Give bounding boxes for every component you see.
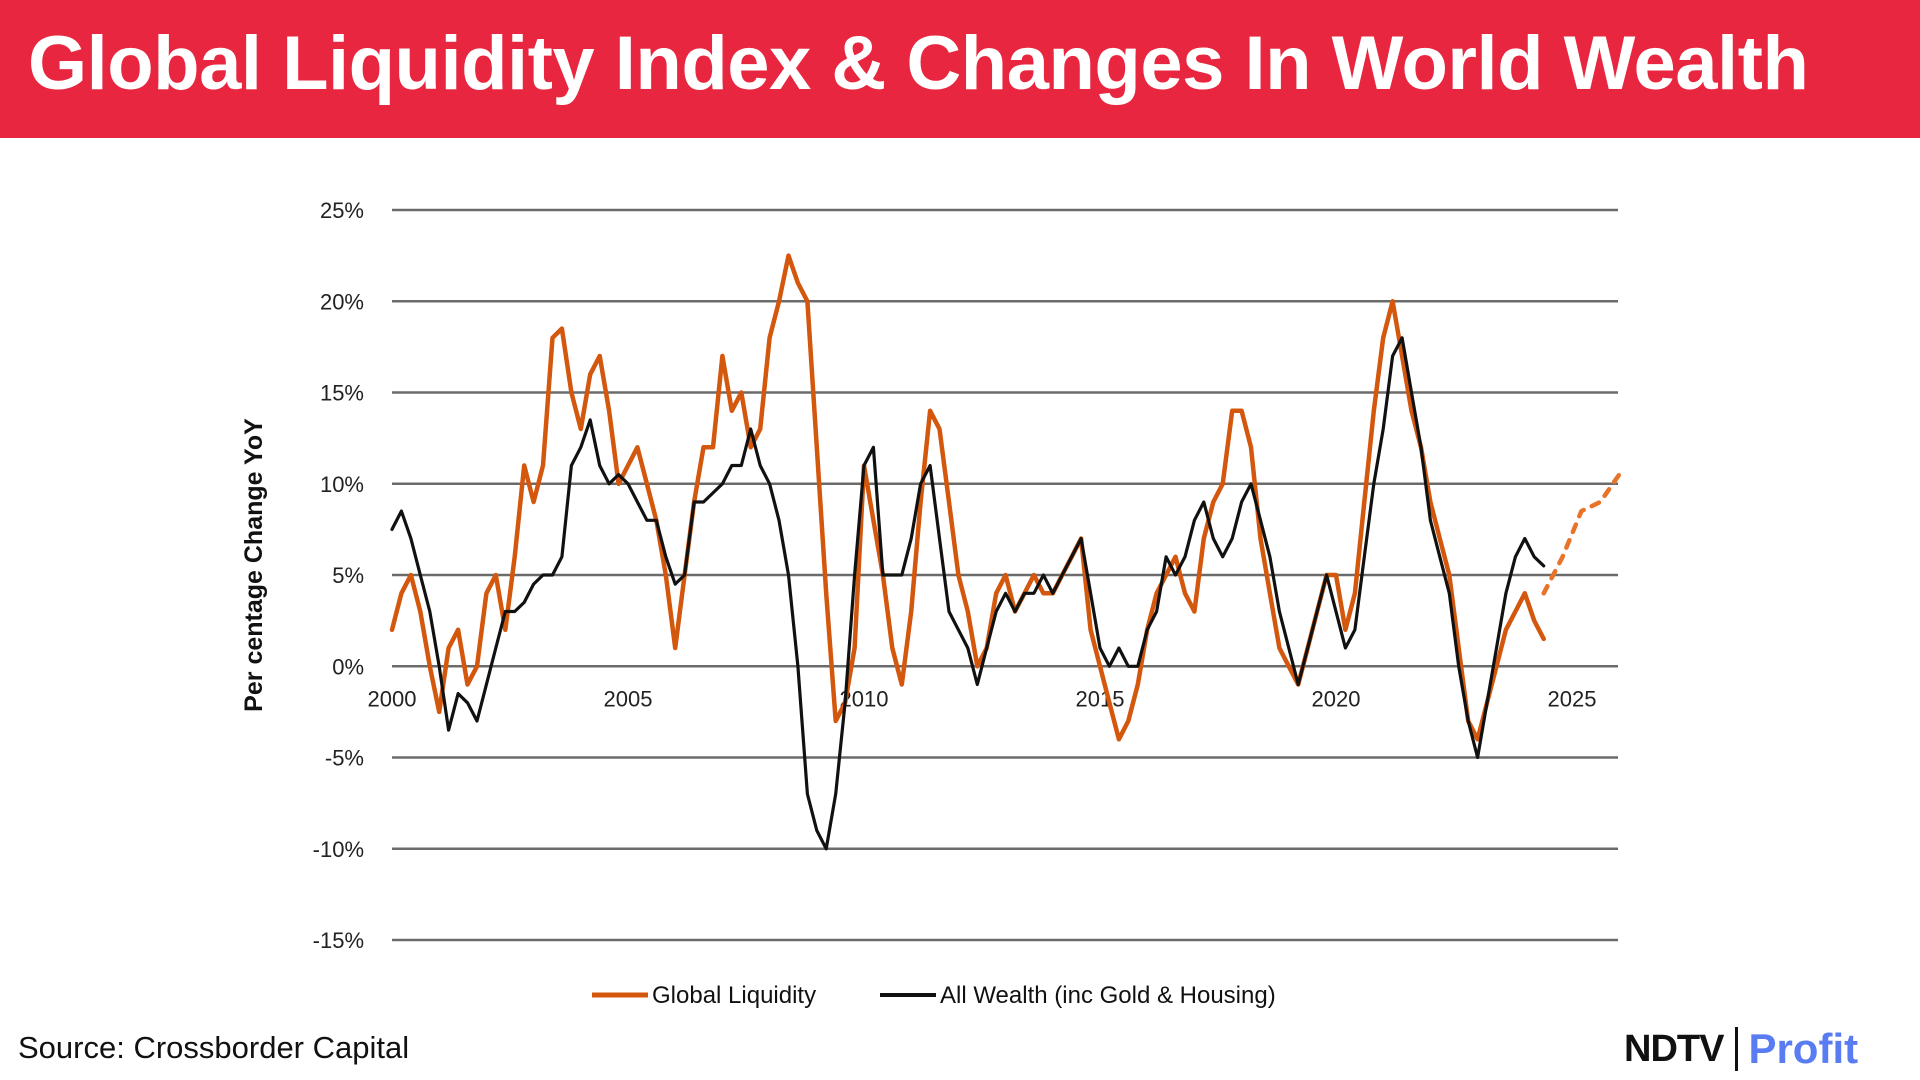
logo-ndtv: NDTV xyxy=(1624,1027,1724,1070)
y-tick-label: -10% xyxy=(313,837,364,862)
source-note: Source: Crossborder Capital xyxy=(18,1030,410,1065)
x-axis-ticks: 2000 2005 2010 2015 2020 2025 xyxy=(368,686,1597,711)
legend-label-global-liquidity: Global Liquidity xyxy=(652,982,816,1009)
logo-divider xyxy=(1735,1027,1739,1071)
x-tick-label: 2000 xyxy=(368,686,417,711)
x-tick-label: 2005 xyxy=(604,686,653,711)
chart-legend: Global Liquidity All Wealth (inc Gold & H… xyxy=(592,982,1276,1009)
y-tick-label: 20% xyxy=(320,289,364,314)
chart-grid xyxy=(392,208,1618,942)
y-tick-label: 5% xyxy=(332,563,364,588)
x-tick-label: 2020 xyxy=(1312,686,1361,711)
y-axis-label: Per centage Change YoY xyxy=(240,418,268,712)
y-tick-label: 0% xyxy=(332,654,364,679)
page-title: Global Liquidity Index & Changes In Worl… xyxy=(28,21,1809,106)
y-axis-ticks: 25% 20% 15% 10% 5% 0% -5% -10% -15% xyxy=(313,198,364,953)
all-wealth-line xyxy=(390,336,1546,851)
legend-label-all-wealth: All Wealth (inc Gold & Housing) xyxy=(940,982,1276,1009)
y-tick-label: -15% xyxy=(313,928,364,953)
x-tick-label: 2015 xyxy=(1076,686,1125,711)
logo-profit: Profit xyxy=(1748,1025,1859,1072)
brand-logo: NDTV Profit xyxy=(1624,1024,1858,1074)
global-liquidity-projection-line xyxy=(1541,472,1622,596)
header-banner: Global Liquidity Index & Changes In Worl… xyxy=(0,0,1920,138)
chart-lines xyxy=(389,253,1622,851)
y-tick-label: 10% xyxy=(320,472,364,497)
global-liquidity-line xyxy=(389,253,1546,742)
x-tick-label: 2025 xyxy=(1548,686,1597,711)
y-tick-label: 25% xyxy=(320,198,364,223)
y-tick-label: 15% xyxy=(320,381,364,406)
y-tick-label: -5% xyxy=(325,746,364,771)
